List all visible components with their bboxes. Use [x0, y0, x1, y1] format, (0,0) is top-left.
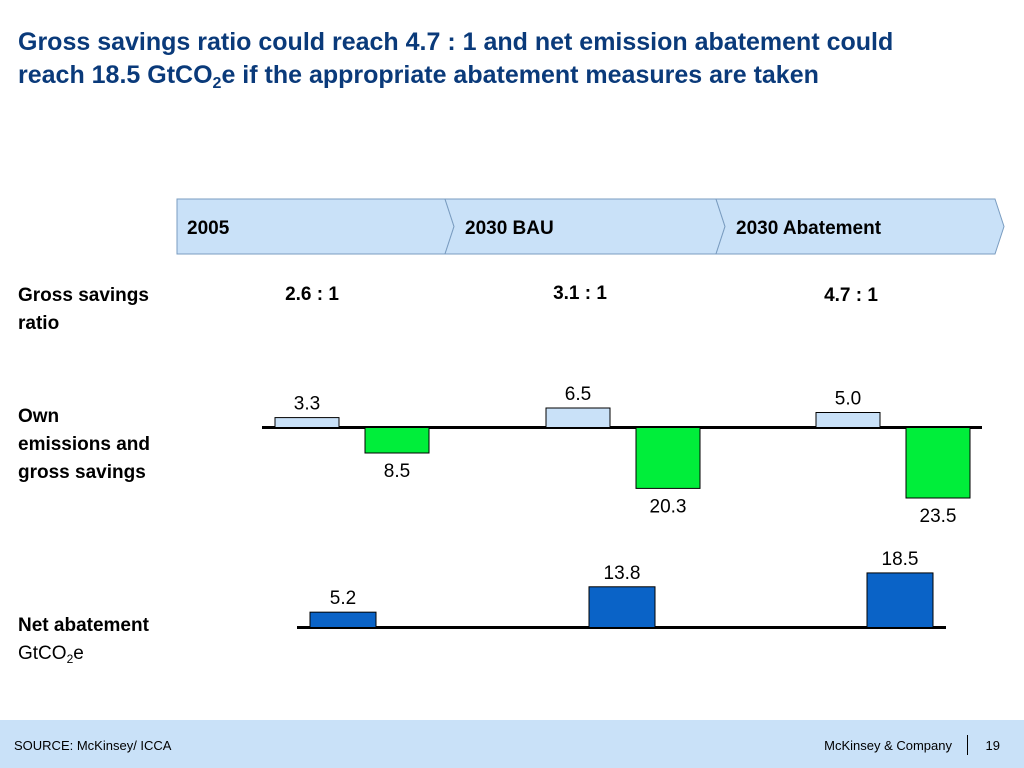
gross-savings-value-label: 20.3 — [650, 496, 687, 517]
title-line-2: reach 18.5 GtCO2e if the appropriate aba… — [18, 59, 1008, 100]
title-line-2-end: e if the appropriate abatement measures … — [221, 61, 819, 89]
own-emissions-bar — [274, 417, 340, 429]
gross-savings-bar — [635, 427, 701, 489]
source-note: SOURCE: McKinsey/ ICCA — [14, 738, 172, 753]
gross-savings-bar — [905, 427, 971, 499]
net-abatement-bar — [866, 572, 934, 628]
label-gross-savings-ratio: Gross savings ratio — [18, 282, 149, 338]
label-net-unit-start: GtCO — [18, 643, 67, 664]
label-ratio-line-2: ratio — [18, 313, 60, 334]
own-emissions-value-label: 3.3 — [294, 394, 320, 415]
company-name: McKinsey & Company — [824, 738, 952, 753]
page-number: 19 — [985, 738, 1000, 753]
gross-savings-value-label: 8.5 — [384, 461, 410, 482]
title-line-2-start: reach 18.5 GtCO — [18, 61, 213, 89]
label-own-line-3: gross savings — [18, 462, 146, 483]
ratio-2030-abatement: 4.7 : 1 — [824, 285, 878, 306]
label-net-unit: GtCO2e — [18, 640, 149, 673]
title-subscript: 2 — [212, 75, 222, 92]
net-abatement-chart: 5.2 13.8 18.5 — [297, 549, 946, 629]
label-own-line-2: emissions and — [18, 434, 150, 455]
label-net-line-1: Net abatement — [18, 615, 149, 636]
label-net-unit-subscript: 2 — [66, 652, 74, 666]
label-net-abatement: Net abatement GtCO2e — [18, 612, 149, 673]
phase-label: 2005 — [187, 218, 230, 239]
footer-separator — [967, 735, 968, 755]
net-abatement-value-label: 5.2 — [330, 588, 356, 609]
own-emissions-chart: 3.3 6.5 5.0 8.5 20.3 23.5 — [262, 384, 982, 527]
net-abatement-value-label: 13.8 — [604, 563, 641, 584]
phase-segment — [715, 198, 1005, 255]
ratio-2005: 2.6 : 1 — [285, 284, 339, 305]
phase-label: 2030 Abatement — [736, 218, 882, 239]
own-emissions-value-label: 5.0 — [835, 389, 861, 410]
gross-savings-bar — [364, 427, 430, 454]
gross-savings-value-label: 23.5 — [920, 506, 957, 527]
phase-label: 2030 BAU — [465, 218, 554, 239]
own-emissions-bar — [815, 412, 881, 428]
label-ratio-line-1: Gross savings — [18, 285, 149, 306]
phase-arrow-bar: 2005 2030 BAU 2030 Abatement — [176, 198, 1005, 255]
page-title: Gross savings ratio could reach 4.7 : 1 … — [18, 26, 1008, 100]
label-net-unit-end: e — [73, 643, 84, 664]
own-emissions-bar — [545, 407, 611, 428]
ratio-2030-bau: 3.1 : 1 — [553, 283, 607, 304]
net-abatement-value-label: 18.5 — [882, 549, 919, 570]
net-abatement-bar — [309, 611, 377, 628]
net-abatement-bar — [588, 586, 656, 628]
own-emissions-value-label: 6.5 — [565, 384, 591, 405]
footer-bar: SOURCE: McKinsey/ ICCA McKinsey & Compan… — [0, 720, 1024, 768]
title-line-1: Gross savings ratio could reach 4.7 : 1 … — [18, 28, 894, 56]
chart-canvas: 2005 2030 BAU 2030 Abatement 3.3 6.5 5.0 8.5 2… — [176, 198, 1005, 629]
label-own-line-1: Own — [18, 406, 60, 427]
label-own-emissions: Own emissions and gross savings — [18, 403, 150, 487]
